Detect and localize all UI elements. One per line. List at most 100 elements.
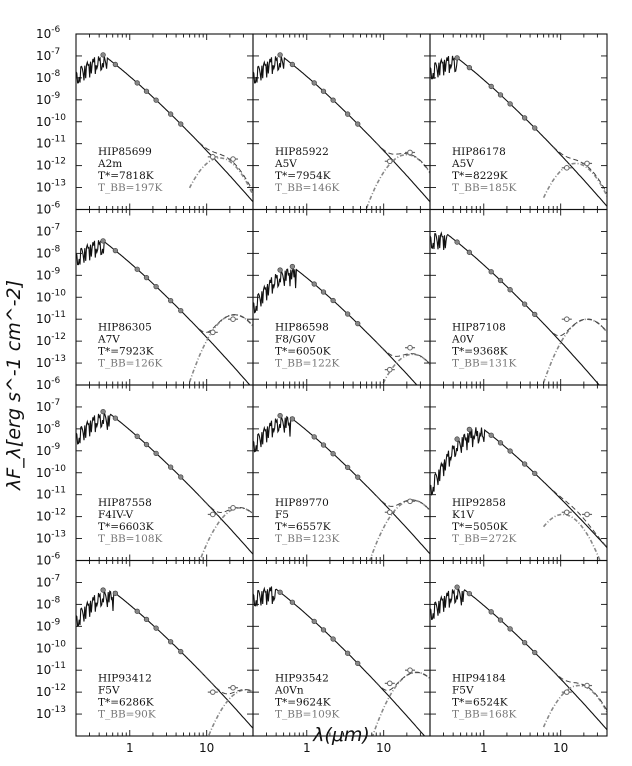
y-tick-exponent: -10 [51, 464, 66, 474]
blackbody-model-line [199, 507, 253, 561]
photometry-point [167, 639, 174, 645]
spectral-type-label: F4IV-V [98, 509, 134, 521]
photometry-point [320, 627, 327, 633]
photometry-point [488, 609, 494, 615]
blackbody-temperature-label: T_BB=108K [98, 533, 163, 545]
y-tick-exponent: -6 [51, 376, 60, 386]
photometry-point [330, 297, 336, 304]
ir-excess-point [209, 689, 216, 695]
y-tick-exponent: -10 [51, 288, 66, 298]
y-tick-exponent: -7 [51, 222, 60, 232]
ir-excess-point [563, 509, 570, 516]
photometry-point [100, 587, 106, 593]
blackbody-temperature-label: T_BB=122K [275, 358, 340, 370]
total-model-line [552, 490, 607, 548]
y-tick-label: 10-11 [36, 135, 66, 151]
y-tick-label: 10-6 [36, 552, 61, 568]
photometry-point [466, 590, 473, 597]
spectral-type-label: A5V [274, 158, 297, 170]
photometry-point [497, 277, 504, 284]
y-tick-label: 10-13 [36, 530, 66, 546]
photometry-point [454, 55, 460, 61]
photometry-point [277, 267, 283, 273]
photometry-point [497, 440, 504, 446]
photometry-point [532, 125, 538, 131]
blackbody-temperature-label: T_BB=126K [98, 358, 163, 370]
photosphere-model-line [430, 231, 600, 385]
photometry-point [178, 474, 184, 480]
panel-plot-area [253, 586, 430, 736]
ir-excess-point [584, 682, 590, 689]
photometry-point [454, 436, 460, 442]
total-model-line [198, 495, 253, 515]
star-name-label: HIP86598 [275, 322, 329, 334]
photometry-point [134, 608, 140, 614]
photometry-point [277, 589, 283, 595]
y-tick-exponent: -11 [51, 661, 66, 671]
y-tick-label: 10-8 [36, 595, 61, 611]
y-tick-label: 10-10 [36, 464, 66, 480]
y-tick-label: 10-11 [36, 486, 66, 502]
ir-excess-point [407, 344, 413, 351]
y-tick-label: 10-12 [36, 157, 66, 173]
photosphere-model-line [253, 268, 418, 385]
total-model-line [198, 669, 253, 695]
photometry-point [143, 441, 150, 448]
y-tick-label: 10-10 [36, 639, 66, 655]
photosphere-model-line [76, 411, 253, 555]
y-tick-exponent: -8 [51, 595, 60, 605]
blackbody-model-line [542, 684, 607, 728]
blackbody-temperature-label: T_BB=272K [452, 533, 517, 545]
photosphere-model-line [253, 55, 430, 203]
stellar-temperature-label: T*=9624K [275, 697, 331, 709]
y-tick-exponent: -10 [51, 113, 66, 123]
panel-plot-area [76, 587, 253, 736]
ir-excess-point [386, 366, 393, 373]
y-tick-label: 10-11 [36, 661, 66, 677]
total-model-line [552, 670, 607, 711]
ir-excess-point [407, 149, 413, 156]
y-tick-label: 10-6 [36, 201, 61, 217]
photometry-point [134, 266, 140, 272]
photometry-point [488, 83, 494, 90]
x-tick-label: 10 [199, 741, 214, 755]
y-tick-exponent: -6 [51, 201, 60, 211]
blackbody-model-line [188, 157, 253, 196]
ir-excess-point [230, 156, 236, 162]
y-tick-exponent: -8 [51, 420, 60, 430]
photometry-point [143, 88, 150, 94]
photometry-point [320, 289, 327, 295]
photosphere-model-line [430, 587, 607, 731]
photometry-point [153, 450, 159, 456]
blackbody-model-line [542, 513, 601, 561]
stellar-temperature-label: T*=7818K [98, 170, 154, 182]
star-name-label: HIP86178 [452, 146, 506, 158]
photometry-point [466, 249, 473, 255]
panel-plot-area [76, 52, 253, 203]
y-axis-title: λF_λ[erg s^-1 cm^-2] [3, 280, 25, 491]
photometry-point [100, 238, 106, 244]
photometry-point [320, 88, 327, 94]
y-tick-exponent: -12 [51, 508, 66, 518]
star-name-label: HIP86305 [98, 322, 152, 334]
photometry-point [507, 287, 513, 293]
y-tick-label: 10-13 [36, 705, 66, 721]
photometry-point [178, 307, 184, 314]
y-tick-label: 10-7 [36, 222, 60, 238]
x-axis-title: λ(μm) [312, 724, 370, 746]
y-tick-label: 10-9 [36, 617, 61, 633]
y-tick-exponent: -12 [51, 683, 66, 693]
panel-plot-area [430, 231, 607, 385]
star-name-label: HIP85922 [275, 146, 329, 158]
stellar-temperature-label: T*=7923K [98, 346, 154, 358]
ir-excess-point [407, 667, 413, 673]
star-name-label: HIP89770 [275, 497, 329, 509]
y-tick-label: 10-12 [36, 332, 66, 348]
photometry-point [355, 474, 361, 480]
x-tick-label: 10 [376, 741, 391, 755]
spectral-type-label: A2m [97, 158, 122, 170]
